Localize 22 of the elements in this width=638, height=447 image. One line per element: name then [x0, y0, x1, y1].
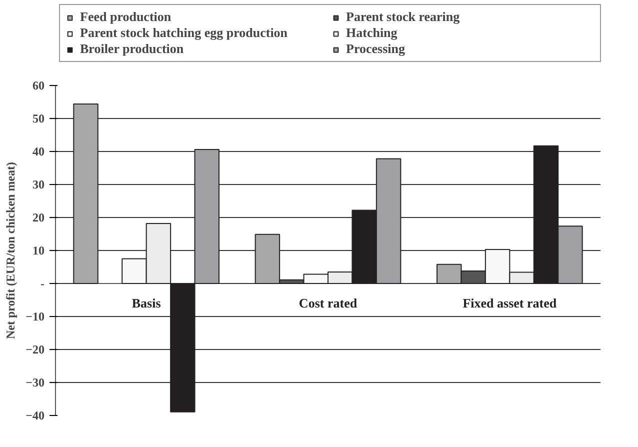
y-tick-label: 30	[32, 178, 44, 192]
y-axis-title: Net profit (EUR/ton chicken meat)	[4, 162, 18, 340]
y-tick-label: 40	[32, 144, 44, 158]
bar	[73, 103, 98, 284]
legend-label: Broiler production	[80, 41, 185, 57]
y-tick-label: 50	[32, 112, 44, 126]
x-tick-label: Basis	[132, 296, 161, 310]
y-tick-label: −10	[26, 310, 45, 324]
x-tick-label: Fixed asset rated	[462, 296, 558, 310]
y-tick-label: −20	[26, 342, 45, 356]
legend-label: Feed production	[80, 9, 172, 25]
legend-label: Parent stock hatching egg production	[80, 25, 289, 41]
y-tick-label: 20	[32, 210, 44, 224]
y-tick-label: −30	[26, 376, 45, 390]
y-tick-label: -	[40, 276, 45, 290]
legend-label: Processing	[346, 41, 406, 57]
y-tick-label: 60	[32, 78, 44, 92]
x-tick-label: Cost rated	[298, 296, 358, 310]
legend-label: Hatching	[346, 25, 398, 41]
legend-label: Parent stock rearing	[346, 9, 461, 25]
y-tick-label: −40	[26, 408, 45, 422]
y-tick-label: 10	[32, 244, 44, 258]
